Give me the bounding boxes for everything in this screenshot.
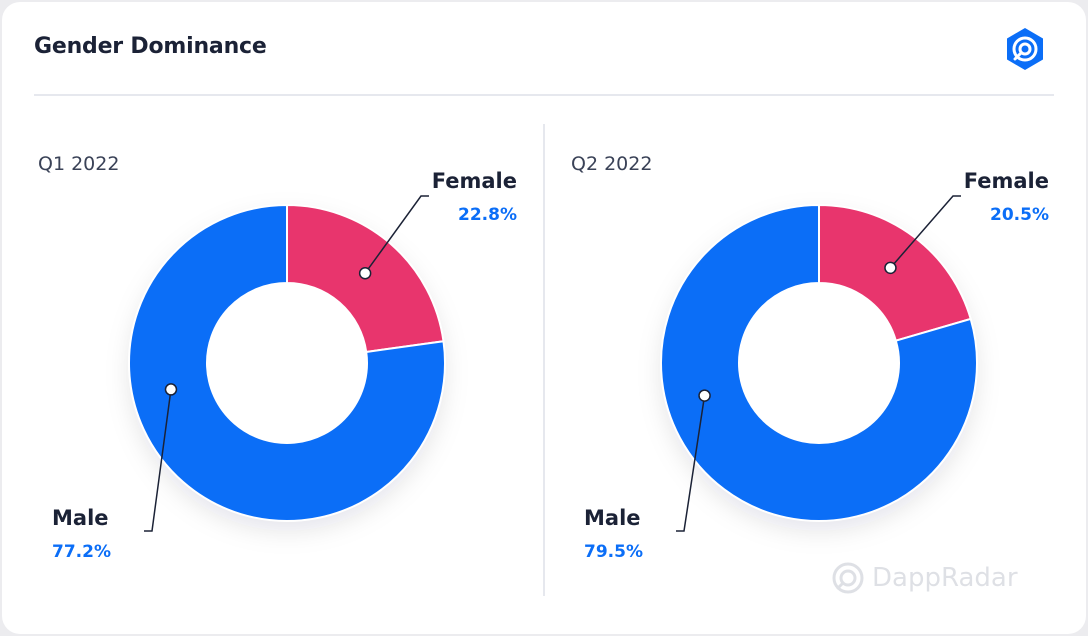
chart-1-slice-male xyxy=(128,203,446,522)
chart-1-value-male: 77.2% xyxy=(52,542,111,562)
chart-1-subtitle: Q1 2022 xyxy=(38,153,119,175)
chart-1-value-female: 22.8% xyxy=(458,205,517,225)
chart-1-label-female: Female xyxy=(432,169,517,193)
chart-2-label-female: Female xyxy=(964,169,1049,193)
chart-2-value-male: 79.5% xyxy=(584,542,643,562)
page-title: Gender Dominance xyxy=(34,34,267,59)
chart-2-slice-male xyxy=(660,203,978,522)
watermark-text: DappRadar xyxy=(872,563,1018,593)
panel-divider xyxy=(543,124,545,596)
dappradar-logo-icon[interactable] xyxy=(1002,26,1048,72)
chart-2-marker-female xyxy=(884,261,897,275)
watermark-logo-icon xyxy=(832,562,864,594)
chart-1-label-male: Male xyxy=(52,506,109,530)
chart-2-subtitle: Q2 2022 xyxy=(571,153,652,175)
chart-1-leader-female xyxy=(364,195,429,274)
chart-2-value-female: 20.5% xyxy=(990,205,1049,225)
chart-2-marker-male xyxy=(698,389,711,402)
chart-1-marker-female xyxy=(358,266,372,280)
watermark: DappRadar xyxy=(830,560,1018,596)
chart-2-slice-female xyxy=(818,203,972,342)
chart-2-leader-female xyxy=(889,195,961,269)
chart-1-marker-male xyxy=(164,383,178,396)
chart-1-leader-male xyxy=(144,389,172,532)
chart-2-label-male: Male xyxy=(584,506,641,530)
header-divider xyxy=(34,94,1054,96)
chart-2-leader-male xyxy=(676,395,706,532)
